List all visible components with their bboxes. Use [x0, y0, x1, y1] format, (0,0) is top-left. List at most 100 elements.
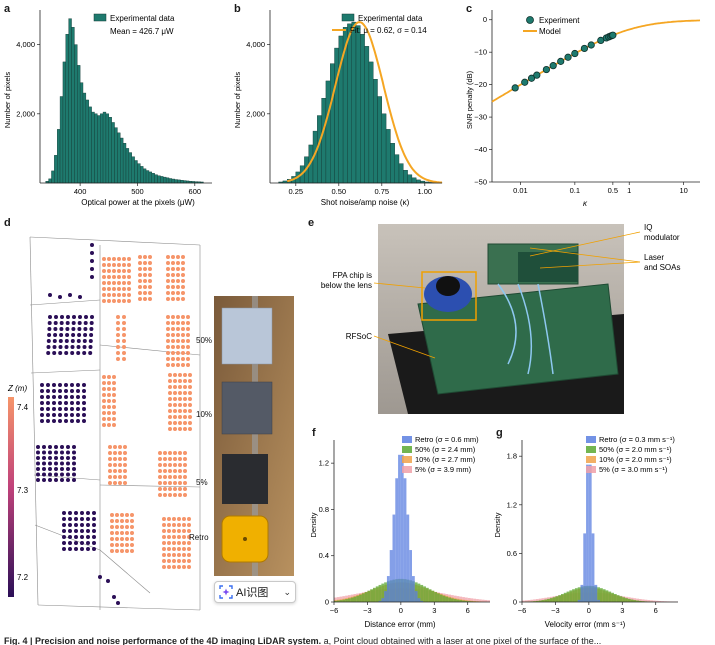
point-cloud-dot — [82, 413, 86, 417]
point-cloud-dot — [52, 345, 57, 349]
point-cloud-dot — [181, 267, 185, 271]
photo-label-50: 50% — [196, 336, 213, 345]
point-cloud-dot — [112, 275, 116, 279]
point-cloud-dot — [167, 559, 171, 563]
y-tick-label: 4,000 — [246, 40, 265, 49]
x-tick-label: 0.5 — [608, 186, 618, 195]
histogram-bar — [99, 113, 104, 184]
x-tick-label: 0.50 — [331, 187, 346, 196]
point-cloud-dot — [70, 339, 75, 343]
point-cloud-dot — [183, 451, 187, 455]
density-bar — [395, 478, 399, 602]
point-cloud-dot — [108, 475, 112, 479]
point-cloud-dot — [40, 401, 44, 405]
point-cloud-dot — [183, 469, 187, 473]
density-bar — [652, 600, 656, 602]
point-cloud-dot — [58, 395, 62, 399]
point-cloud-dot — [123, 445, 127, 449]
histogram-bar — [71, 27, 75, 184]
density-bar — [467, 601, 471, 602]
y-tick-label: 2,000 — [246, 109, 265, 118]
point-cloud-dot — [158, 469, 162, 473]
point-cloud-dot — [188, 409, 192, 413]
point-cloud-dot — [70, 401, 74, 405]
point-cloud-dot — [116, 327, 120, 331]
point-cloud-dot — [186, 333, 190, 337]
y-tick-label: −30 — [474, 113, 487, 122]
ai-recognize-image-button[interactable]: AI识图 ⌄ — [214, 581, 296, 603]
density-bar — [359, 594, 362, 602]
point-cloud-dot — [70, 351, 75, 355]
point-cloud-dot — [72, 315, 76, 319]
point-cloud-dot — [42, 450, 46, 455]
point-cloud-dot — [110, 537, 114, 541]
panel-label-f: f — [312, 427, 316, 439]
point-cloud-dot — [92, 541, 96, 545]
point-cloud-dot — [168, 373, 172, 377]
point-cloud-dot — [183, 391, 187, 395]
point-cloud-dot — [176, 285, 180, 289]
point-cloud-dot — [46, 413, 50, 417]
point-cloud-dot — [82, 401, 86, 405]
x-tick-label: −3 — [551, 606, 560, 615]
point-cloud-dot — [112, 269, 116, 273]
density-bar — [547, 598, 550, 602]
y-axis-label: Density — [309, 512, 318, 537]
point-cloud-dot — [148, 255, 152, 259]
point-cloud-dot — [182, 535, 186, 539]
panel-label-d: d — [4, 217, 11, 229]
point-cloud-dot — [178, 427, 182, 431]
point-cloud-dot — [112, 293, 116, 297]
point-cloud-dot — [48, 293, 52, 297]
point-cloud-dot — [102, 399, 106, 403]
point-cloud-dot — [130, 519, 134, 523]
point-cloud-dot — [130, 543, 134, 547]
point-cloud-dot — [84, 315, 88, 319]
point-cloud-dot — [143, 291, 147, 295]
density-bar — [400, 454, 404, 602]
density-bar — [641, 601, 645, 602]
point-cloud-dot — [118, 445, 122, 449]
point-cloud-dot — [168, 409, 172, 413]
point-cloud-dot — [110, 543, 114, 547]
point-cloud-dot — [42, 461, 46, 466]
point-cloud-dot — [183, 493, 187, 497]
histogram-bar — [57, 129, 61, 184]
point-cloud-dot — [112, 257, 116, 261]
point-cloud-dot — [163, 457, 167, 461]
point-cloud-dot — [64, 419, 68, 423]
point-cloud-dot — [42, 445, 46, 449]
point-cloud-dot — [107, 381, 111, 385]
point-cloud-dot — [173, 451, 177, 455]
point-cloud-dot — [177, 547, 181, 551]
point-cloud-dot — [182, 517, 186, 521]
point-cloud-dot — [166, 333, 170, 337]
point-cloud-dot — [127, 293, 131, 297]
point-cloud-dot — [68, 529, 72, 533]
point-cloud-dot — [110, 549, 114, 553]
x-axis-label: Shot noise/amp noise (κ) — [321, 198, 410, 207]
point-cloud-dot — [117, 275, 121, 279]
point-cloud-dot — [181, 357, 185, 361]
y-tick-label: 2,000 — [16, 109, 35, 118]
point-cloud-dot — [102, 375, 106, 379]
point-cloud-dot — [89, 333, 94, 337]
legend-marker-experiment — [526, 16, 534, 24]
point-cloud-dot — [166, 285, 170, 289]
point-cloud-dot — [122, 257, 126, 261]
point-cloud-dot — [138, 297, 142, 301]
legend-swatch — [586, 466, 596, 473]
fit-label: Fit: μ = 0.62, σ = 0.14 — [350, 26, 427, 35]
point-cloud-dot — [74, 517, 78, 521]
figure-caption: Fig. 4 | Precision and noise performance… — [4, 637, 711, 645]
point-cloud-dot — [122, 333, 126, 337]
point-cloud-dot — [72, 472, 76, 477]
point-cloud-dot — [166, 261, 170, 265]
point-cloud-dot — [168, 421, 172, 425]
density-bar — [423, 586, 426, 602]
point-cloud-dot — [74, 523, 78, 527]
point-cloud-dot — [123, 469, 127, 473]
point-cloud-dot — [166, 273, 170, 277]
density-bar — [561, 593, 564, 602]
density-bar — [661, 601, 665, 602]
